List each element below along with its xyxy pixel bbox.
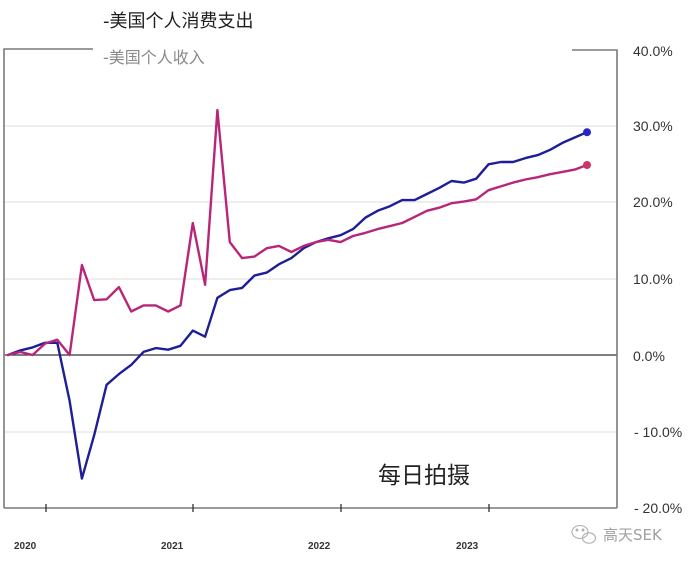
frame-left-top bbox=[3, 48, 93, 508]
end-point-personal-income bbox=[583, 161, 591, 169]
x-label: 2023 bbox=[456, 541, 479, 552]
legend-personal-spending: -美国个人消费支出 bbox=[103, 11, 254, 32]
legend-personal-income: -美国个人收入 bbox=[103, 48, 205, 67]
x-label: 2020 bbox=[14, 541, 37, 552]
x-axis-labels: 2020 2021 2022 2023 bbox=[14, 541, 479, 552]
series-line-personal-income bbox=[6, 108, 589, 357]
end-point-personal-spending bbox=[583, 128, 591, 137]
x-label: 2022 bbox=[308, 541, 331, 552]
plot-frame bbox=[3, 48, 618, 509]
y-label: 10.0% bbox=[633, 271, 673, 287]
y-label: 30.0% bbox=[633, 118, 673, 134]
frame-right bbox=[572, 49, 618, 508]
y-label: 0.0% bbox=[633, 348, 665, 364]
x-ticks bbox=[45, 504, 490, 512]
y-label: 40.0% bbox=[633, 43, 673, 59]
x-label: 2021 bbox=[161, 541, 184, 552]
wechat-icon bbox=[571, 524, 597, 544]
watermark-text: 高天SEK bbox=[603, 526, 663, 544]
y-label: - 20.0% bbox=[634, 500, 682, 516]
y-label: - 10.0% bbox=[634, 424, 682, 440]
annotation-daily-capture: 每日拍摄 bbox=[378, 463, 470, 489]
y-axis-labels: 40.0% 30.0% 20.0% 10.0% 0.0% - 10.0% - 2… bbox=[633, 43, 682, 516]
series-line-personal-spending bbox=[6, 131, 589, 480]
watermark: 高天SEK bbox=[571, 524, 663, 544]
y-label: 20.0% bbox=[633, 194, 673, 210]
gridlines bbox=[5, 125, 617, 433]
